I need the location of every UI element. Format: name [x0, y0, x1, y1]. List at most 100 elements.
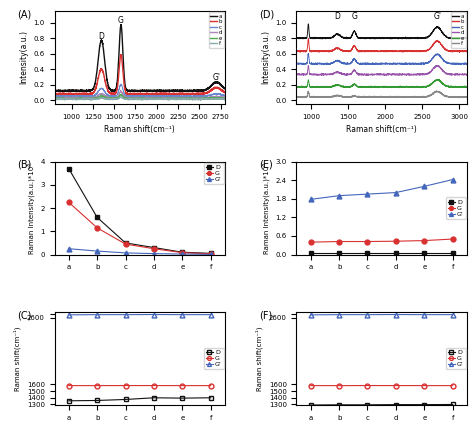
Legend: a, b, c, d, e, f: a, b, c, d, e, f: [209, 12, 224, 48]
c: [217, 92, 223, 97]
e: [58, 97, 64, 102]
f: [456, 95, 462, 101]
d: [135, 95, 140, 100]
a: [464, 35, 470, 41]
Line: D: D: [66, 166, 213, 256]
f: [436, 89, 442, 95]
f: [118, 94, 123, 99]
b: [456, 50, 462, 55]
b: [385, 49, 391, 54]
G: [336, 383, 342, 388]
c: [306, 51, 311, 56]
d: [437, 64, 442, 70]
b: [318, 48, 323, 53]
Legend: D, G, G': D, G, G': [204, 348, 224, 369]
b: [389, 48, 395, 53]
a: [130, 88, 136, 93]
Y-axis label: Intensity(a.u.): Intensity(a.u.): [261, 30, 270, 85]
f: [389, 94, 394, 99]
Line: c: c: [296, 53, 467, 65]
b: [217, 87, 223, 92]
D: [180, 250, 185, 255]
G': [450, 312, 456, 317]
b: [61, 92, 66, 97]
e: [418, 85, 424, 90]
Y-axis label: Raman shift(cm⁻¹): Raman shift(cm⁻¹): [14, 326, 21, 391]
X-axis label: Raman shift(cm⁻¹): Raman shift(cm⁻¹): [346, 125, 417, 134]
G: [66, 383, 72, 388]
G': [151, 312, 157, 317]
e: [217, 95, 223, 101]
c: [419, 62, 425, 67]
Legend: a, b, c, d, e, f: a, b, c, d, e, f: [451, 12, 466, 48]
e: [434, 77, 440, 82]
G': [94, 248, 100, 254]
G': [393, 190, 399, 195]
a: [385, 35, 391, 40]
b: [130, 91, 136, 96]
d: [293, 72, 299, 77]
Y-axis label: Raman Intensity(a.u.)*10⁶: Raman Intensity(a.u.)*10⁶: [27, 162, 35, 254]
a: [60, 88, 66, 93]
Line: a: a: [296, 24, 467, 39]
G': [208, 312, 214, 317]
G': [208, 252, 214, 257]
b: [118, 52, 124, 57]
b: [352, 43, 357, 49]
c: [437, 53, 442, 58]
Text: G: G: [352, 12, 358, 21]
e: [385, 85, 391, 90]
Line: D: D: [308, 251, 455, 256]
c: [352, 57, 357, 62]
a: [217, 81, 223, 87]
f: [217, 96, 223, 102]
e: [135, 96, 140, 101]
Y-axis label: Raman shift(cm⁻¹): Raman shift(cm⁻¹): [255, 326, 263, 391]
G': [336, 193, 342, 198]
G': [450, 177, 456, 182]
f: [464, 94, 470, 99]
Text: D: D: [334, 12, 340, 21]
G: [365, 239, 370, 244]
G: [94, 225, 100, 230]
G: [123, 383, 128, 388]
Line: G': G': [66, 246, 213, 257]
G: [365, 383, 370, 388]
Line: D: D: [308, 402, 455, 407]
d: [424, 71, 430, 76]
G': [308, 197, 313, 202]
G': [180, 251, 185, 257]
Text: G': G': [433, 12, 441, 21]
Y-axis label: Intensity(a.u.): Intensity(a.u.): [19, 30, 28, 85]
D: [421, 251, 427, 256]
d: [389, 72, 395, 77]
b: [424, 48, 430, 53]
G': [66, 312, 72, 318]
X-axis label: Raman shift(cm⁻¹): Raman shift(cm⁻¹): [104, 125, 175, 134]
d: [385, 72, 391, 77]
b: [222, 90, 228, 95]
f: [434, 88, 440, 93]
D: [180, 396, 185, 401]
b: [217, 86, 223, 92]
D: [151, 395, 157, 400]
G: [66, 200, 72, 205]
Text: (A): (A): [17, 9, 31, 19]
G: [336, 239, 342, 244]
e: [217, 95, 223, 101]
G': [421, 312, 427, 317]
f: [52, 96, 57, 102]
c: [65, 95, 71, 100]
a: [52, 88, 57, 93]
G: [123, 241, 128, 247]
b: [464, 49, 470, 54]
e: [52, 96, 57, 101]
a: [222, 85, 228, 91]
G': [94, 312, 100, 317]
e: [293, 84, 299, 89]
D: [450, 402, 456, 407]
f: [198, 98, 203, 103]
c: [389, 61, 395, 66]
Text: D: D: [99, 32, 104, 41]
c: [318, 61, 323, 66]
